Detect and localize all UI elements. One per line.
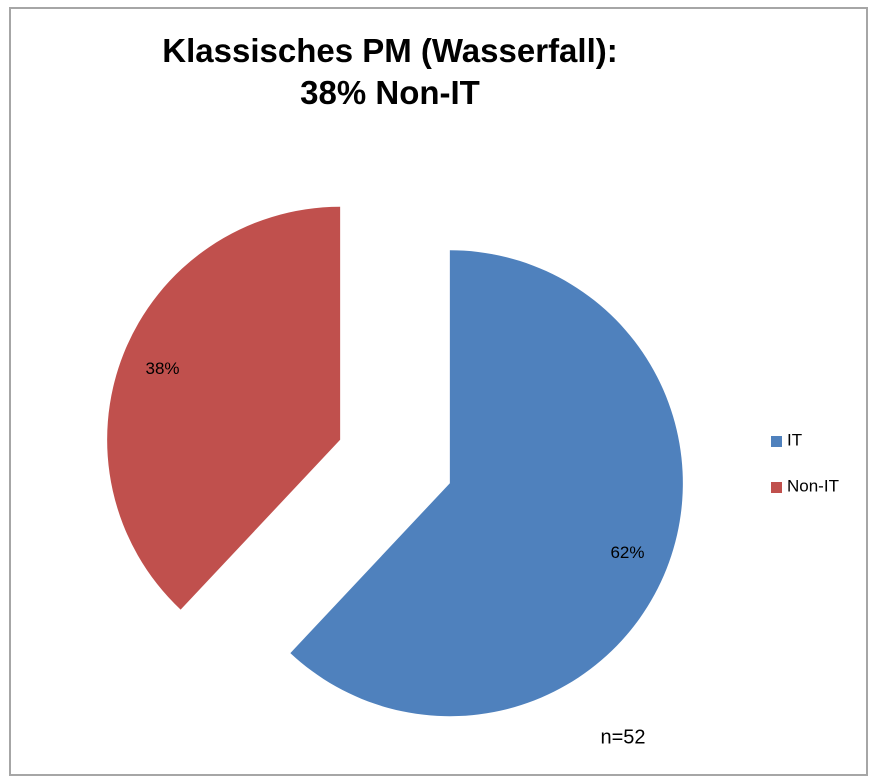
pie-slice bbox=[107, 206, 341, 610]
legend-label: Non-IT bbox=[787, 476, 839, 495]
annotation: n=52 bbox=[600, 726, 645, 748]
data-label: 38% bbox=[145, 359, 179, 378]
legend-swatch bbox=[771, 436, 782, 447]
legend-label: IT bbox=[787, 430, 802, 449]
chart-title: Klassisches PM (Wasserfall): 38% Non-IT bbox=[162, 32, 618, 111]
legend-swatch bbox=[771, 482, 782, 493]
data-label: 62% bbox=[610, 543, 644, 562]
pie-slice bbox=[290, 250, 683, 717]
